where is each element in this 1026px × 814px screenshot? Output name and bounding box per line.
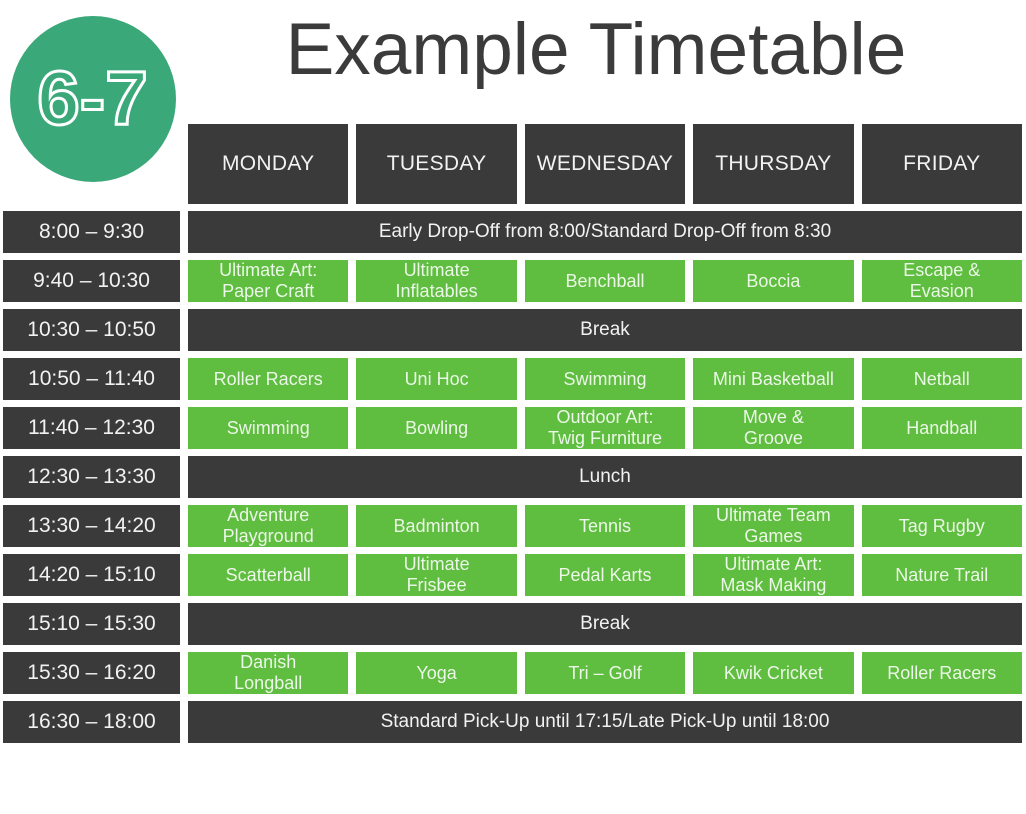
svg-text:6-7: 6-7 bbox=[37, 57, 148, 142]
